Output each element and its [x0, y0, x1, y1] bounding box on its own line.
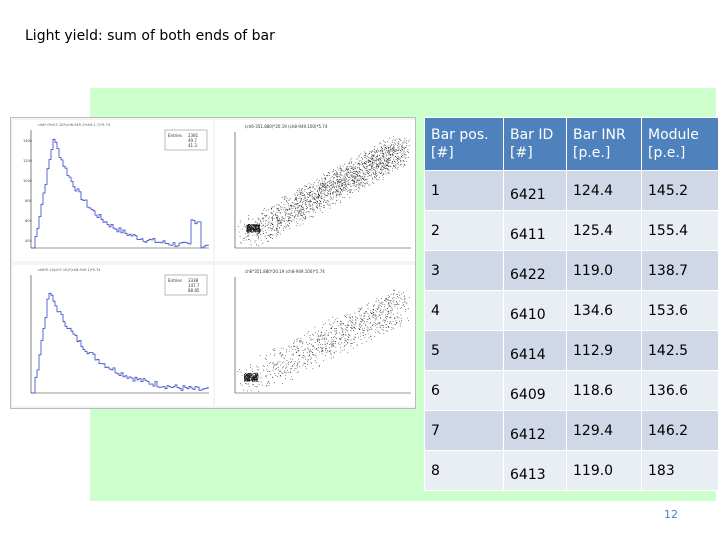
- header-module: Module [p.e.]: [641, 117, 719, 171]
- header-bar-pos-line2: [#]: [431, 145, 454, 161]
- header-bar-pos-line1: Bar pos.: [431, 127, 489, 143]
- svg-text:800: 800: [25, 199, 32, 203]
- stats-box-bottom: [164, 274, 208, 296]
- stats-entries-label-bottom: Entries: [168, 278, 182, 283]
- histogram-bottom: ch6*0.14(ch7-10)*(ch8-949.1)*5.74 Entrie…: [13, 265, 213, 406]
- svg-text:1400: 1400: [23, 139, 32, 143]
- cell-module: 142.5: [641, 330, 719, 371]
- cell-module: 145.2: [641, 170, 719, 211]
- cell-bar-pos: 8: [424, 450, 504, 491]
- stats-box-top: [164, 129, 208, 151]
- histogram-top-title: ch6*-0*ch7-10*(ch8-949.1*ch9-1.7)*5.74: [38, 123, 111, 127]
- scatter-top: (ch6-351.880)*20.19 (ch8-949.100)*5.74: [215, 120, 415, 261]
- cell-module: 138.7: [641, 250, 719, 291]
- header-module-line2: [p.e.]: [648, 145, 686, 161]
- cell-bar-inr: 119.0: [566, 250, 642, 291]
- header-module-line1: Module: [648, 127, 699, 143]
- stats-mean-value-bottom: 147.7: [188, 283, 200, 288]
- cell-bar-id: 6413: [503, 450, 567, 491]
- cell-bar-inr: 125.4: [566, 210, 642, 251]
- cell-bar-pos: 1: [424, 170, 504, 211]
- table-row: 5 6414 112.9 142.5: [424, 330, 719, 371]
- table-row: 1 6421 124.4 145.2: [424, 170, 719, 211]
- histogram-top: ch6*-0*ch7-10*(ch8-949.1*ch9-1.7)*5.74 E…: [13, 120, 213, 261]
- cell-bar-id: 6422: [503, 250, 567, 291]
- header-bar-id: Bar ID [#]: [503, 117, 567, 171]
- plots-image: ch6*-0*ch7-10*(ch8-949.1*ch9-1.7)*5.74 E…: [10, 117, 416, 409]
- stats-entries-label: Entries: [168, 133, 182, 138]
- header-bar-inr-line1: Bar INR: [573, 127, 626, 143]
- scatter-bottom-svg: ch6*351.880*20.19 (ch8-949.100)*5.74: [234, 269, 411, 394]
- stats-rms-value: 41.3: [188, 143, 197, 148]
- svg-text:1000: 1000: [23, 179, 32, 183]
- cell-bar-id: 6421: [503, 170, 567, 211]
- header-bar-id-line1: Bar ID: [510, 127, 554, 143]
- histogram-top-line: [31, 138, 209, 249]
- cell-module: 155.4: [641, 210, 719, 251]
- cell-bar-inr: 119.0: [566, 450, 642, 491]
- cell-bar-id: 6410: [503, 290, 567, 331]
- svg-text:1200: 1200: [23, 159, 32, 163]
- cell-module: 183: [641, 450, 719, 491]
- cell-bar-pos: 3: [424, 250, 504, 291]
- scatter-top-svg: (ch6-351.880)*20.19 (ch8-949.100)*5.74: [234, 124, 411, 249]
- cell-bar-pos: 2: [424, 210, 504, 251]
- table-row: 2 6411 125.4 155.4: [424, 210, 719, 251]
- header-bar-inr: Bar INR [p.e.]: [566, 117, 642, 171]
- stats-rms-value-bottom: 88.85: [188, 288, 200, 293]
- cell-bar-id: 6409: [503, 370, 567, 411]
- table-row: 8 6413 119.0 183: [424, 450, 719, 491]
- table-header-row: Bar pos. [#] Bar ID [#] Bar INR [p.e.] Modu…: [424, 117, 719, 171]
- table-row: 6 6409 118.6 136.6: [424, 370, 719, 411]
- stats-entries-value: 2381: [188, 133, 199, 138]
- cell-module: 153.6: [641, 290, 719, 331]
- stats-entries-value-bottom: 3338: [188, 278, 199, 283]
- stats-mean-value: 49.7: [188, 138, 197, 143]
- cell-module: 146.2: [641, 410, 719, 451]
- header-bar-id-line2: [#]: [510, 145, 533, 161]
- header-bar-pos: Bar pos. [#]: [424, 117, 504, 171]
- cell-bar-inr: 124.4: [566, 170, 642, 211]
- histogram-bottom-svg: ch6*0.14(ch7-10)*(ch8-949.1)*5.74 Entrie…: [30, 268, 209, 394]
- cell-bar-inr: 129.4: [566, 410, 642, 451]
- table-row: 7 6412 129.4 146.2: [424, 410, 719, 451]
- table-row: 3 6422 119.0 138.7: [424, 250, 719, 291]
- scatter-top-title: (ch6-351.880)*20.19 (ch8-949.100)*5.74: [245, 124, 328, 129]
- cell-bar-pos: 6: [424, 370, 504, 411]
- histogram-bottom-title: ch6*0.14(ch7-10)*(ch8-949.1)*5.74: [38, 268, 101, 272]
- cell-bar-id: 6414: [503, 330, 567, 371]
- histogram-top-svg: ch6*-0*ch7-10*(ch8-949.1*ch9-1.7)*5.74 E…: [23, 123, 209, 249]
- scatter-bottom: ch6*351.880*20.19 (ch8-949.100)*5.74: [215, 265, 415, 406]
- slide-title: Light yield: sum of both ends of bar: [25, 28, 275, 44]
- histogram-bottom-line: [31, 292, 209, 394]
- cell-bar-id: 6412: [503, 410, 567, 451]
- header-bar-inr-line2: [p.e.]: [573, 145, 611, 161]
- cell-bar-inr: 118.6: [566, 370, 642, 411]
- cell-bar-pos: 7: [424, 410, 504, 451]
- cell-bar-inr: 134.6: [566, 290, 642, 331]
- svg-text:400: 400: [25, 239, 32, 243]
- cell-module: 136.6: [641, 370, 719, 411]
- table-row: 4 6410 134.6 153.6: [424, 290, 719, 331]
- cell-bar-pos: 4: [424, 290, 504, 331]
- scatter-bottom-title: ch6*351.880*20.19 (ch8-949.100)*5.74: [245, 269, 325, 274]
- cell-bar-pos: 5: [424, 330, 504, 371]
- svg-text:600: 600: [25, 219, 32, 223]
- cell-bar-id: 6411: [503, 210, 567, 251]
- page-number: 12: [664, 508, 678, 521]
- light-yield-table: Bar pos. [#] Bar ID [#] Bar INR [p.e.] Modu…: [424, 117, 719, 491]
- cell-bar-inr: 112.9: [566, 330, 642, 371]
